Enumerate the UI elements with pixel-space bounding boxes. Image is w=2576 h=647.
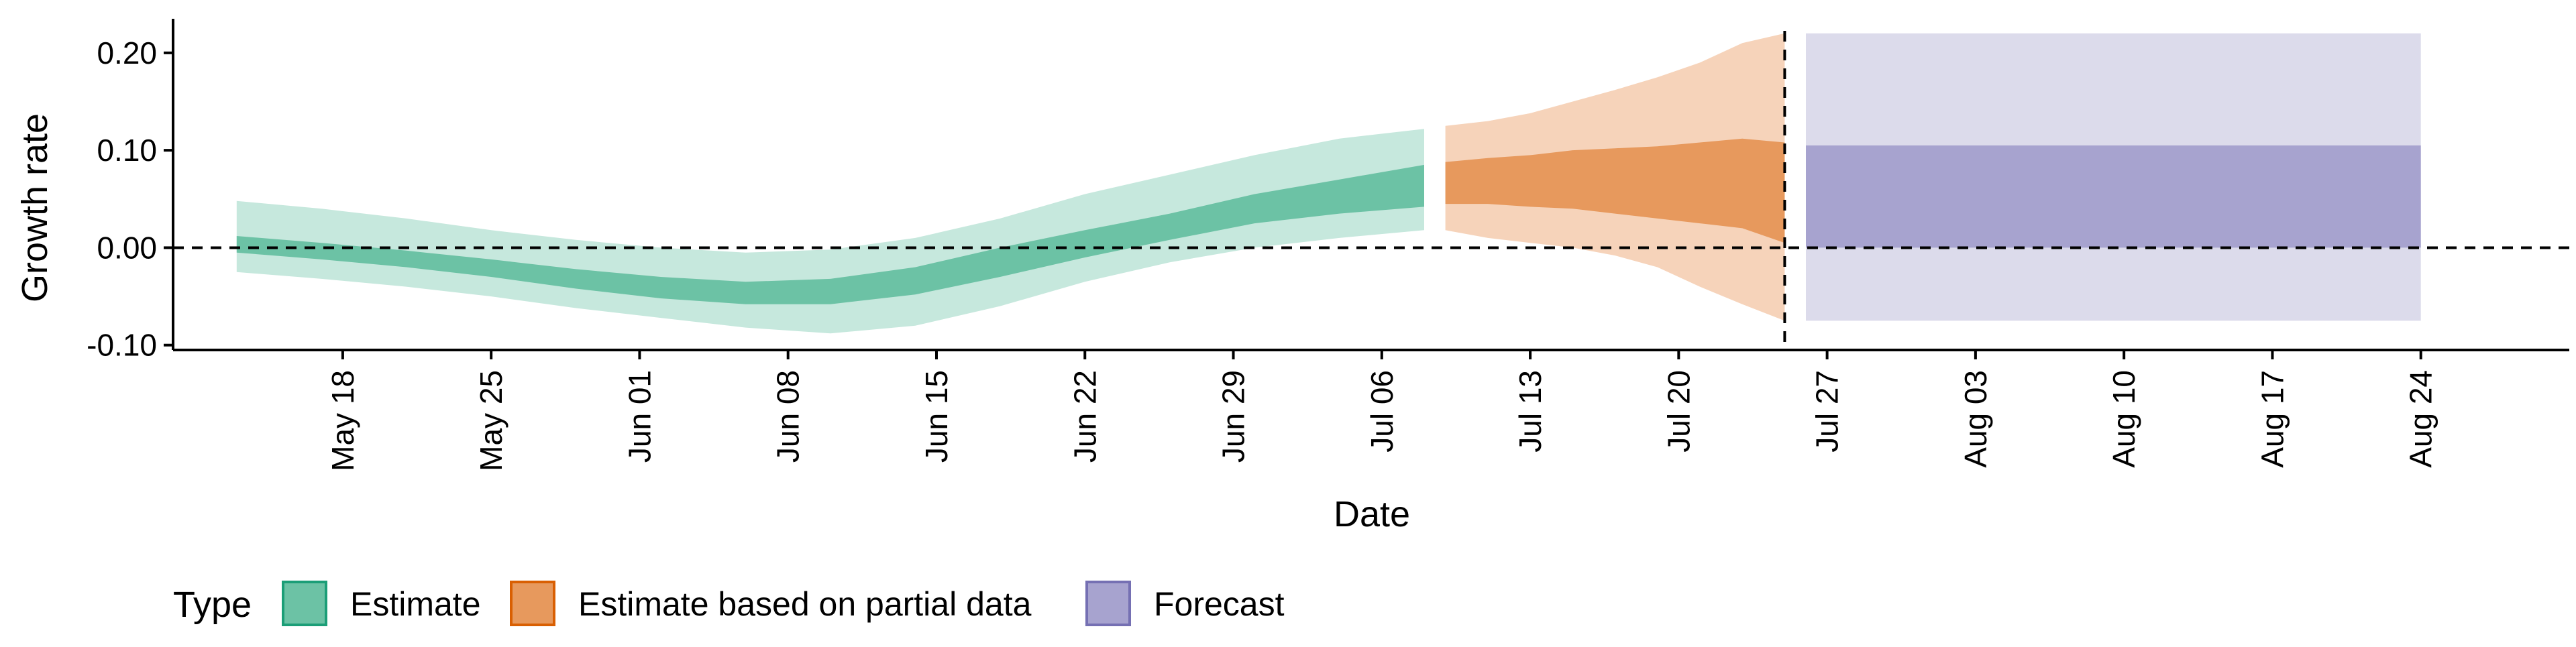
x-tick-label: May 25: [474, 370, 508, 471]
legend-label: Estimate based on partial data: [578, 585, 1032, 623]
x-tick-label: Jul 13: [1513, 370, 1548, 453]
x-tick-label: Jul 20: [1661, 370, 1696, 453]
x-tick-label: Jun 01: [622, 370, 657, 463]
x-tick-label: May 18: [325, 370, 360, 471]
x-axis-title: Date: [1334, 494, 1410, 534]
axes: 0.20 0.10 0.00 -0.10 May 18 May 25 Jun 01 Jun 0…: [87, 19, 2569, 471]
x-tick-label: Jun 29: [1216, 370, 1251, 463]
x-tick-label: Aug 03: [1958, 370, 1993, 468]
x-tick-label: Jul 27: [1810, 370, 1845, 453]
x-tick-label: Jun 22: [1067, 370, 1102, 463]
legend-label: Estimate: [350, 585, 481, 623]
legend-swatch: [510, 581, 555, 626]
x-tick-label: Jun 15: [919, 370, 954, 463]
y-axis-title: Growth rate: [15, 113, 55, 302]
y-tick-label: 0.00: [97, 230, 157, 265]
forecast-inner-band: [1806, 145, 2421, 248]
legend: Type Estimate Estimate based on partial d…: [173, 581, 1285, 626]
legend-swatch: [1085, 581, 1131, 626]
x-tick-label: Aug 10: [2106, 370, 2141, 468]
x-tick-label: Jun 08: [771, 370, 806, 463]
band-layer: [236, 33, 2421, 334]
y-tick-label: 0.20: [97, 36, 157, 70]
reference-lines: [173, 31, 2569, 350]
x-tick-label: Aug 17: [2255, 370, 2290, 468]
y-tick-label: -0.10: [87, 328, 157, 363]
x-tick-label: Aug 24: [2404, 370, 2438, 468]
legend-items: Estimate Estimate based on partial data Fo…: [282, 581, 1285, 626]
estimate-based-on-partial-data-inner-band: [1445, 138, 1785, 243]
legend-label: Forecast: [1154, 585, 1285, 623]
legend-swatch: [282, 581, 327, 626]
legend-title: Type: [173, 585, 252, 625]
y-tick-label: 0.10: [97, 133, 157, 168]
x-tick-label: Jul 06: [1364, 370, 1399, 453]
estimate-inner-band: [236, 164, 1424, 304]
